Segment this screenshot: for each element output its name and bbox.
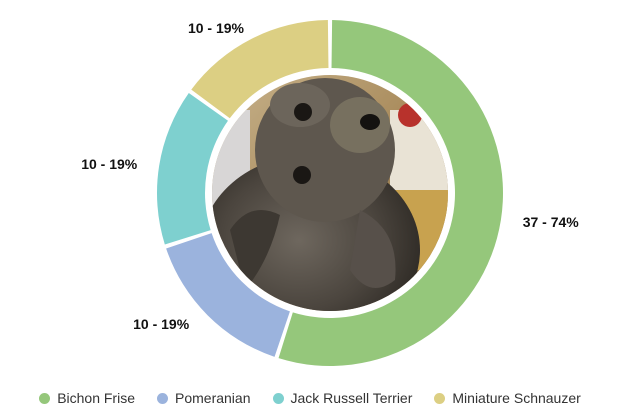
slice-label: 10 - 19% [188, 20, 245, 36]
legend-item[interactable]: Bichon Frise [39, 390, 135, 406]
legend-item[interactable]: Miniature Schnauzer [434, 390, 581, 406]
donut-slice-jack-russell-terrier[interactable] [157, 93, 228, 245]
chart-legend: Bichon Frise Pomeranian Jack Russell Terri… [0, 386, 620, 410]
slice-label: 37 - 74% [523, 214, 580, 230]
legend-label: Bichon Frise [57, 390, 135, 406]
legend-item[interactable]: Jack Russell Terrier [272, 390, 413, 406]
legend-swatch [39, 392, 51, 404]
legend-label: Jack Russell Terrier [290, 390, 413, 406]
donut-slice-bichon-frise[interactable] [278, 20, 504, 367]
legend-swatch [272, 392, 284, 404]
donut-slice-pomeranian[interactable] [166, 233, 290, 357]
legend-swatch [434, 392, 446, 404]
legend-label: Pomeranian [175, 390, 251, 406]
slice-label: 10 - 19% [81, 156, 138, 172]
slice-label: 10 - 19% [133, 316, 190, 332]
legend-item[interactable]: Pomeranian [157, 390, 251, 406]
legend-swatch [157, 392, 168, 404]
legend-label: Miniature Schnauzer [452, 390, 581, 406]
center-dog-photo [207, 70, 453, 316]
donut-slice-miniature-schnauzer[interactable] [191, 20, 329, 119]
